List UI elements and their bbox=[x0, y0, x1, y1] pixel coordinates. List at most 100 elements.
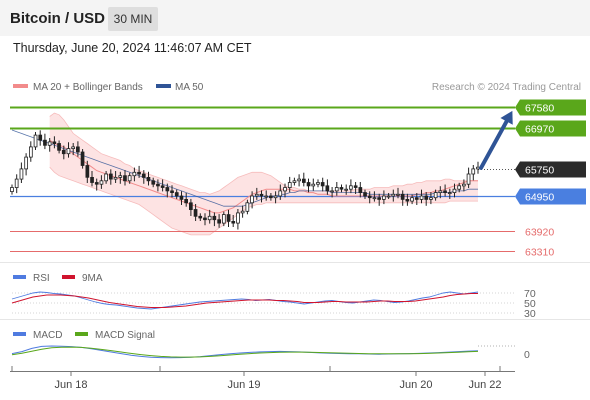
candle-body bbox=[137, 171, 141, 175]
candle-body bbox=[297, 178, 302, 182]
price-level-label-64950: 64950 bbox=[525, 192, 554, 204]
candle-body bbox=[377, 197, 382, 200]
candle-body bbox=[250, 195, 254, 204]
candle-body bbox=[240, 210, 245, 214]
candle-body bbox=[104, 173, 108, 182]
candle-body bbox=[94, 182, 99, 185]
ma20-line bbox=[49, 139, 478, 214]
candle-body bbox=[123, 175, 127, 182]
candle-body bbox=[457, 185, 462, 190]
candle-body bbox=[47, 141, 52, 146]
time-axis-label: Jun 18 bbox=[54, 379, 87, 391]
candle-body bbox=[193, 209, 198, 217]
candle-body bbox=[273, 195, 278, 199]
candle-body bbox=[292, 180, 297, 183]
candle-body bbox=[212, 215, 217, 221]
candle-body bbox=[38, 134, 43, 141]
candle-body bbox=[311, 183, 316, 187]
report-datetime: Thursday, June 20, 2024 11:46:07 AM CET bbox=[13, 41, 252, 55]
candle-body bbox=[410, 197, 414, 202]
candle-body bbox=[170, 190, 174, 193]
candle-body bbox=[236, 212, 240, 224]
candle-body bbox=[66, 148, 71, 155]
candle-body bbox=[306, 182, 311, 187]
research-credit: Research © 2024 Trading Central bbox=[432, 82, 581, 93]
candle-body bbox=[76, 146, 80, 153]
candle-body bbox=[264, 195, 269, 198]
candle-body bbox=[24, 156, 29, 170]
macd-legend-swatch bbox=[13, 332, 26, 336]
macd-panel: 0 bbox=[11, 345, 530, 361]
price-tag-64950 bbox=[515, 188, 586, 205]
rsi-tick-label: 70 bbox=[524, 288, 536, 300]
candle-body bbox=[391, 193, 396, 197]
timeframe-button[interactable]: 30 MIN bbox=[108, 7, 158, 31]
projection-arrowhead bbox=[500, 110, 513, 125]
projection-arrow bbox=[479, 110, 513, 170]
rsi-line bbox=[11, 291, 479, 310]
candle-body bbox=[109, 173, 113, 180]
candle-body bbox=[259, 193, 264, 197]
candle-body bbox=[52, 141, 57, 144]
time-axis-label: Jun 22 bbox=[468, 379, 501, 391]
candle-body bbox=[188, 202, 193, 211]
candle-body bbox=[71, 146, 75, 149]
candle-body bbox=[221, 214, 226, 224]
price-level-label-63310: 63310 bbox=[525, 247, 554, 259]
candle-body bbox=[400, 193, 405, 200]
macd-signal-legend-label: MACD Signal bbox=[95, 330, 155, 341]
time-axis-label: Jun 20 bbox=[399, 379, 432, 391]
time-axis: Jun 18 Jun 19 Jun 20 Jun 22 bbox=[11, 366, 502, 391]
candle-body bbox=[268, 195, 273, 199]
candle-body bbox=[146, 176, 151, 182]
price-level-label-67580: 67580 bbox=[525, 103, 554, 115]
candle-body bbox=[433, 192, 438, 199]
ma50-line bbox=[11, 129, 478, 207]
rsi-legend-label: RSI bbox=[33, 273, 50, 284]
candle-body bbox=[452, 188, 457, 193]
candle-body bbox=[118, 175, 123, 178]
candle-body bbox=[476, 166, 480, 170]
macd-signal-line bbox=[11, 346, 479, 358]
ma20-legend-swatch bbox=[13, 84, 28, 88]
candle-body bbox=[358, 187, 363, 193]
candle-body bbox=[419, 195, 424, 200]
candle-body bbox=[85, 165, 90, 178]
candle-body bbox=[80, 151, 85, 166]
macd-legend-label: MACD bbox=[33, 330, 62, 341]
candle-body bbox=[447, 192, 452, 195]
ma20-legend-label: MA 20 + Bollinger Bands bbox=[33, 82, 143, 93]
candle-body bbox=[174, 192, 179, 197]
candle-body bbox=[14, 178, 19, 189]
candle-body bbox=[353, 185, 358, 188]
candle-body bbox=[367, 195, 372, 199]
candle-body bbox=[438, 190, 443, 193]
price-level-label-65750: 65750 bbox=[525, 165, 554, 177]
bollinger-band-fill bbox=[49, 113, 478, 235]
price-tag-67580 bbox=[515, 99, 586, 116]
candle-body bbox=[466, 173, 471, 185]
candle-body bbox=[344, 188, 349, 191]
candle-body bbox=[165, 187, 170, 192]
price-tag-65750 bbox=[515, 161, 586, 178]
rsi-ma-line bbox=[11, 293, 478, 308]
rsi-legend-swatch bbox=[13, 275, 26, 279]
candle-body bbox=[231, 220, 236, 224]
rsi-ma-legend-label: 9MA bbox=[82, 273, 103, 284]
candle-body bbox=[372, 197, 377, 200]
candlesticks bbox=[10, 130, 480, 230]
candle-body bbox=[396, 193, 400, 196]
candle-body bbox=[132, 171, 137, 177]
candle-body bbox=[57, 143, 61, 151]
candle-body bbox=[179, 195, 184, 200]
candle-body bbox=[461, 183, 466, 187]
candle-body bbox=[381, 195, 386, 200]
bollinger-lower-line bbox=[49, 166, 478, 236]
candle-body bbox=[90, 176, 94, 183]
candle-body bbox=[207, 215, 212, 221]
candle-body bbox=[151, 180, 156, 185]
candle-body bbox=[61, 149, 66, 155]
candle-body bbox=[99, 180, 104, 185]
candle-body bbox=[156, 183, 160, 187]
